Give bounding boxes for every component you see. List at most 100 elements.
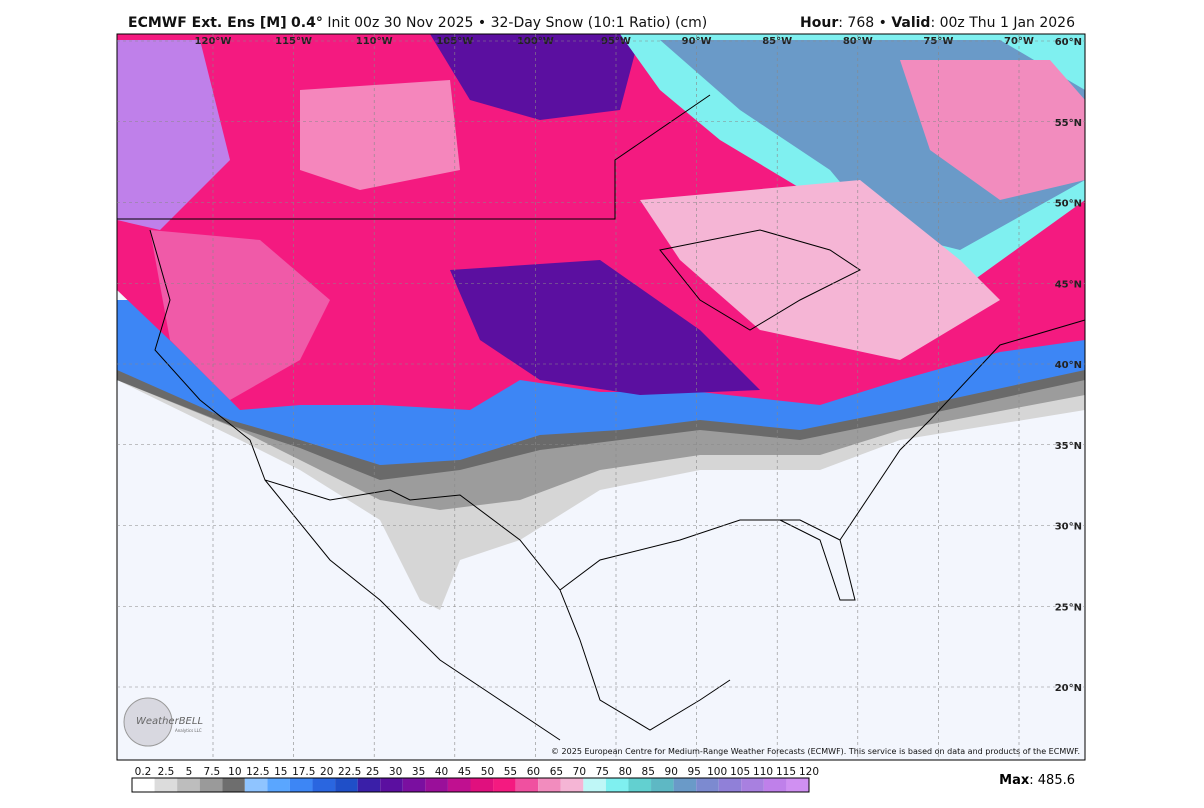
logo-subtitle: Analytics LLC: [175, 728, 202, 733]
colorbar-label: 12.5: [246, 766, 269, 778]
colorbar-swatch: [425, 778, 448, 792]
colorbar-swatch: [628, 778, 652, 792]
latitude-label: 35°N: [1055, 441, 1082, 452]
colorbar-swatch: [402, 778, 426, 792]
max-label: Max: [999, 773, 1030, 788]
map-field: [117, 34, 1085, 760]
latitude-label: 45°N: [1055, 279, 1082, 290]
header-right: Hour: 768 • Valid: 00z Thu 1 Jan 2026: [800, 15, 1075, 31]
colorbar-label: 35: [412, 766, 425, 778]
longitude-label: 100°W: [517, 36, 554, 47]
colorbar-label: 80: [619, 766, 632, 778]
colorbar-label: 75: [596, 766, 609, 778]
colorbar-frame: [131, 777, 810, 793]
colorbar-label: 95: [687, 766, 700, 778]
description: Init 00z 30 Nov 2025 • 32-Day Snow (10:1…: [327, 15, 707, 31]
colorbar-swatch: [515, 778, 539, 792]
colorbar-swatch: [538, 778, 561, 792]
latitude-label: 25°N: [1055, 602, 1082, 613]
colorbar-label: 17.5: [292, 766, 315, 778]
latitude-label: 20°N: [1055, 683, 1082, 694]
colorbar-swatch: [470, 778, 494, 792]
colorbar-label: 0.2: [135, 766, 152, 778]
longitude-label: 80°W: [843, 36, 873, 47]
colorbar-label: 110: [753, 766, 773, 778]
colorbar-swatch: [222, 778, 245, 792]
max: Max: 485.6: [999, 773, 1075, 788]
longitude-label: 70°W: [1004, 36, 1034, 47]
colorbar-label: 105: [730, 766, 750, 778]
max-value: : 485.6: [1029, 773, 1075, 788]
longitude-label: 75°W: [923, 36, 953, 47]
colorbar-swatch: [447, 778, 471, 792]
resolution: 0.4°: [291, 15, 323, 31]
colorbar-label: 7.5: [204, 766, 221, 778]
colorbar-label: 50: [481, 766, 494, 778]
colorbar-label: 120: [799, 766, 819, 778]
colorbar-label: 20: [320, 766, 333, 778]
colorbar-swatch: [357, 778, 381, 792]
latitude-label: 30°N: [1055, 522, 1082, 533]
colorbar-swatch: [718, 778, 742, 792]
latitude-label: 40°N: [1055, 360, 1082, 371]
colorbar-label: 60: [527, 766, 540, 778]
latitude-label: 50°N: [1055, 199, 1082, 210]
colorbar-label: 15: [274, 766, 287, 778]
longitude-label: 110°W: [356, 36, 393, 47]
colorbar-label: 30: [389, 766, 402, 778]
valid: : 00z Thu 1 Jan 2026: [930, 15, 1075, 31]
boundaries: [117, 94, 1086, 741]
longitude-label: 115°W: [275, 36, 312, 47]
colorbar-swatch: [605, 778, 629, 792]
logo-name: WeatherBELL: [136, 716, 203, 727]
colorbar-label: 55: [504, 766, 517, 778]
colorbar-swatch: [177, 778, 200, 792]
graticule: 120°W 115°W 110°W 105°W 100°W 95°W 90°W 85°W 80°…: [117, 34, 1085, 760]
longitude-label: 105°W: [436, 36, 473, 47]
colorbar-swatch: [786, 778, 809, 792]
colorbar-swatch: [199, 778, 223, 792]
colorbar-label: 2.5: [158, 766, 175, 778]
colorbar-swatch: [583, 778, 606, 792]
colorbar-label: 25: [366, 766, 379, 778]
colorbar-swatch: [696, 778, 719, 792]
colorbar-swatch: [335, 778, 358, 792]
longitude-label: 95°W: [601, 36, 631, 47]
colorbar-label: 45: [458, 766, 471, 778]
colorbar-label: 65: [550, 766, 563, 778]
colorbar-label: 10: [228, 766, 241, 778]
latitude-label: 60°N: [1055, 37, 1082, 48]
colorbar-label: 115: [776, 766, 796, 778]
colorbar-swatch: [289, 778, 313, 792]
model: ECMWF Ext. Ens [M]: [128, 15, 287, 31]
colorbar-label: 100: [707, 766, 727, 778]
colorbar-swatch: [493, 778, 516, 792]
header-left: ECMWF Ext. Ens [M] 0.4° Init 00z 30 Nov …: [128, 15, 707, 31]
longitude-label: 120°W: [195, 36, 232, 47]
map-frame: [116, 33, 1086, 761]
colorbar-label: 40: [435, 766, 448, 778]
colorbar-label: 70: [573, 766, 586, 778]
valid-label: Valid: [891, 15, 930, 31]
longitude-label: 85°W: [762, 36, 792, 47]
copyright: © 2025 European Centre for Medium-Range …: [551, 747, 1080, 756]
colorbar-swatch: [651, 778, 674, 792]
hour: : 768 •: [838, 15, 891, 31]
colorbar-swatch: [560, 778, 584, 792]
colorbar-swatch: [741, 778, 764, 792]
colorbar-swatch: [244, 778, 268, 792]
hour-label: Hour: [800, 15, 838, 31]
colorbar-swatch: [380, 778, 403, 792]
colorbar-label: 85: [642, 766, 655, 778]
colorbar-label: 5: [186, 766, 193, 778]
colorbar-label: 90: [665, 766, 678, 778]
longitude-label: 90°W: [682, 36, 712, 47]
colorbar-swatch: [154, 778, 178, 792]
latitude-label: 55°N: [1055, 118, 1082, 129]
colorbar-swatch: [132, 778, 155, 792]
colorbar-swatch: [673, 778, 697, 792]
colorbar-label: 22.5: [338, 766, 361, 778]
colorbar-swatch: [763, 778, 787, 792]
